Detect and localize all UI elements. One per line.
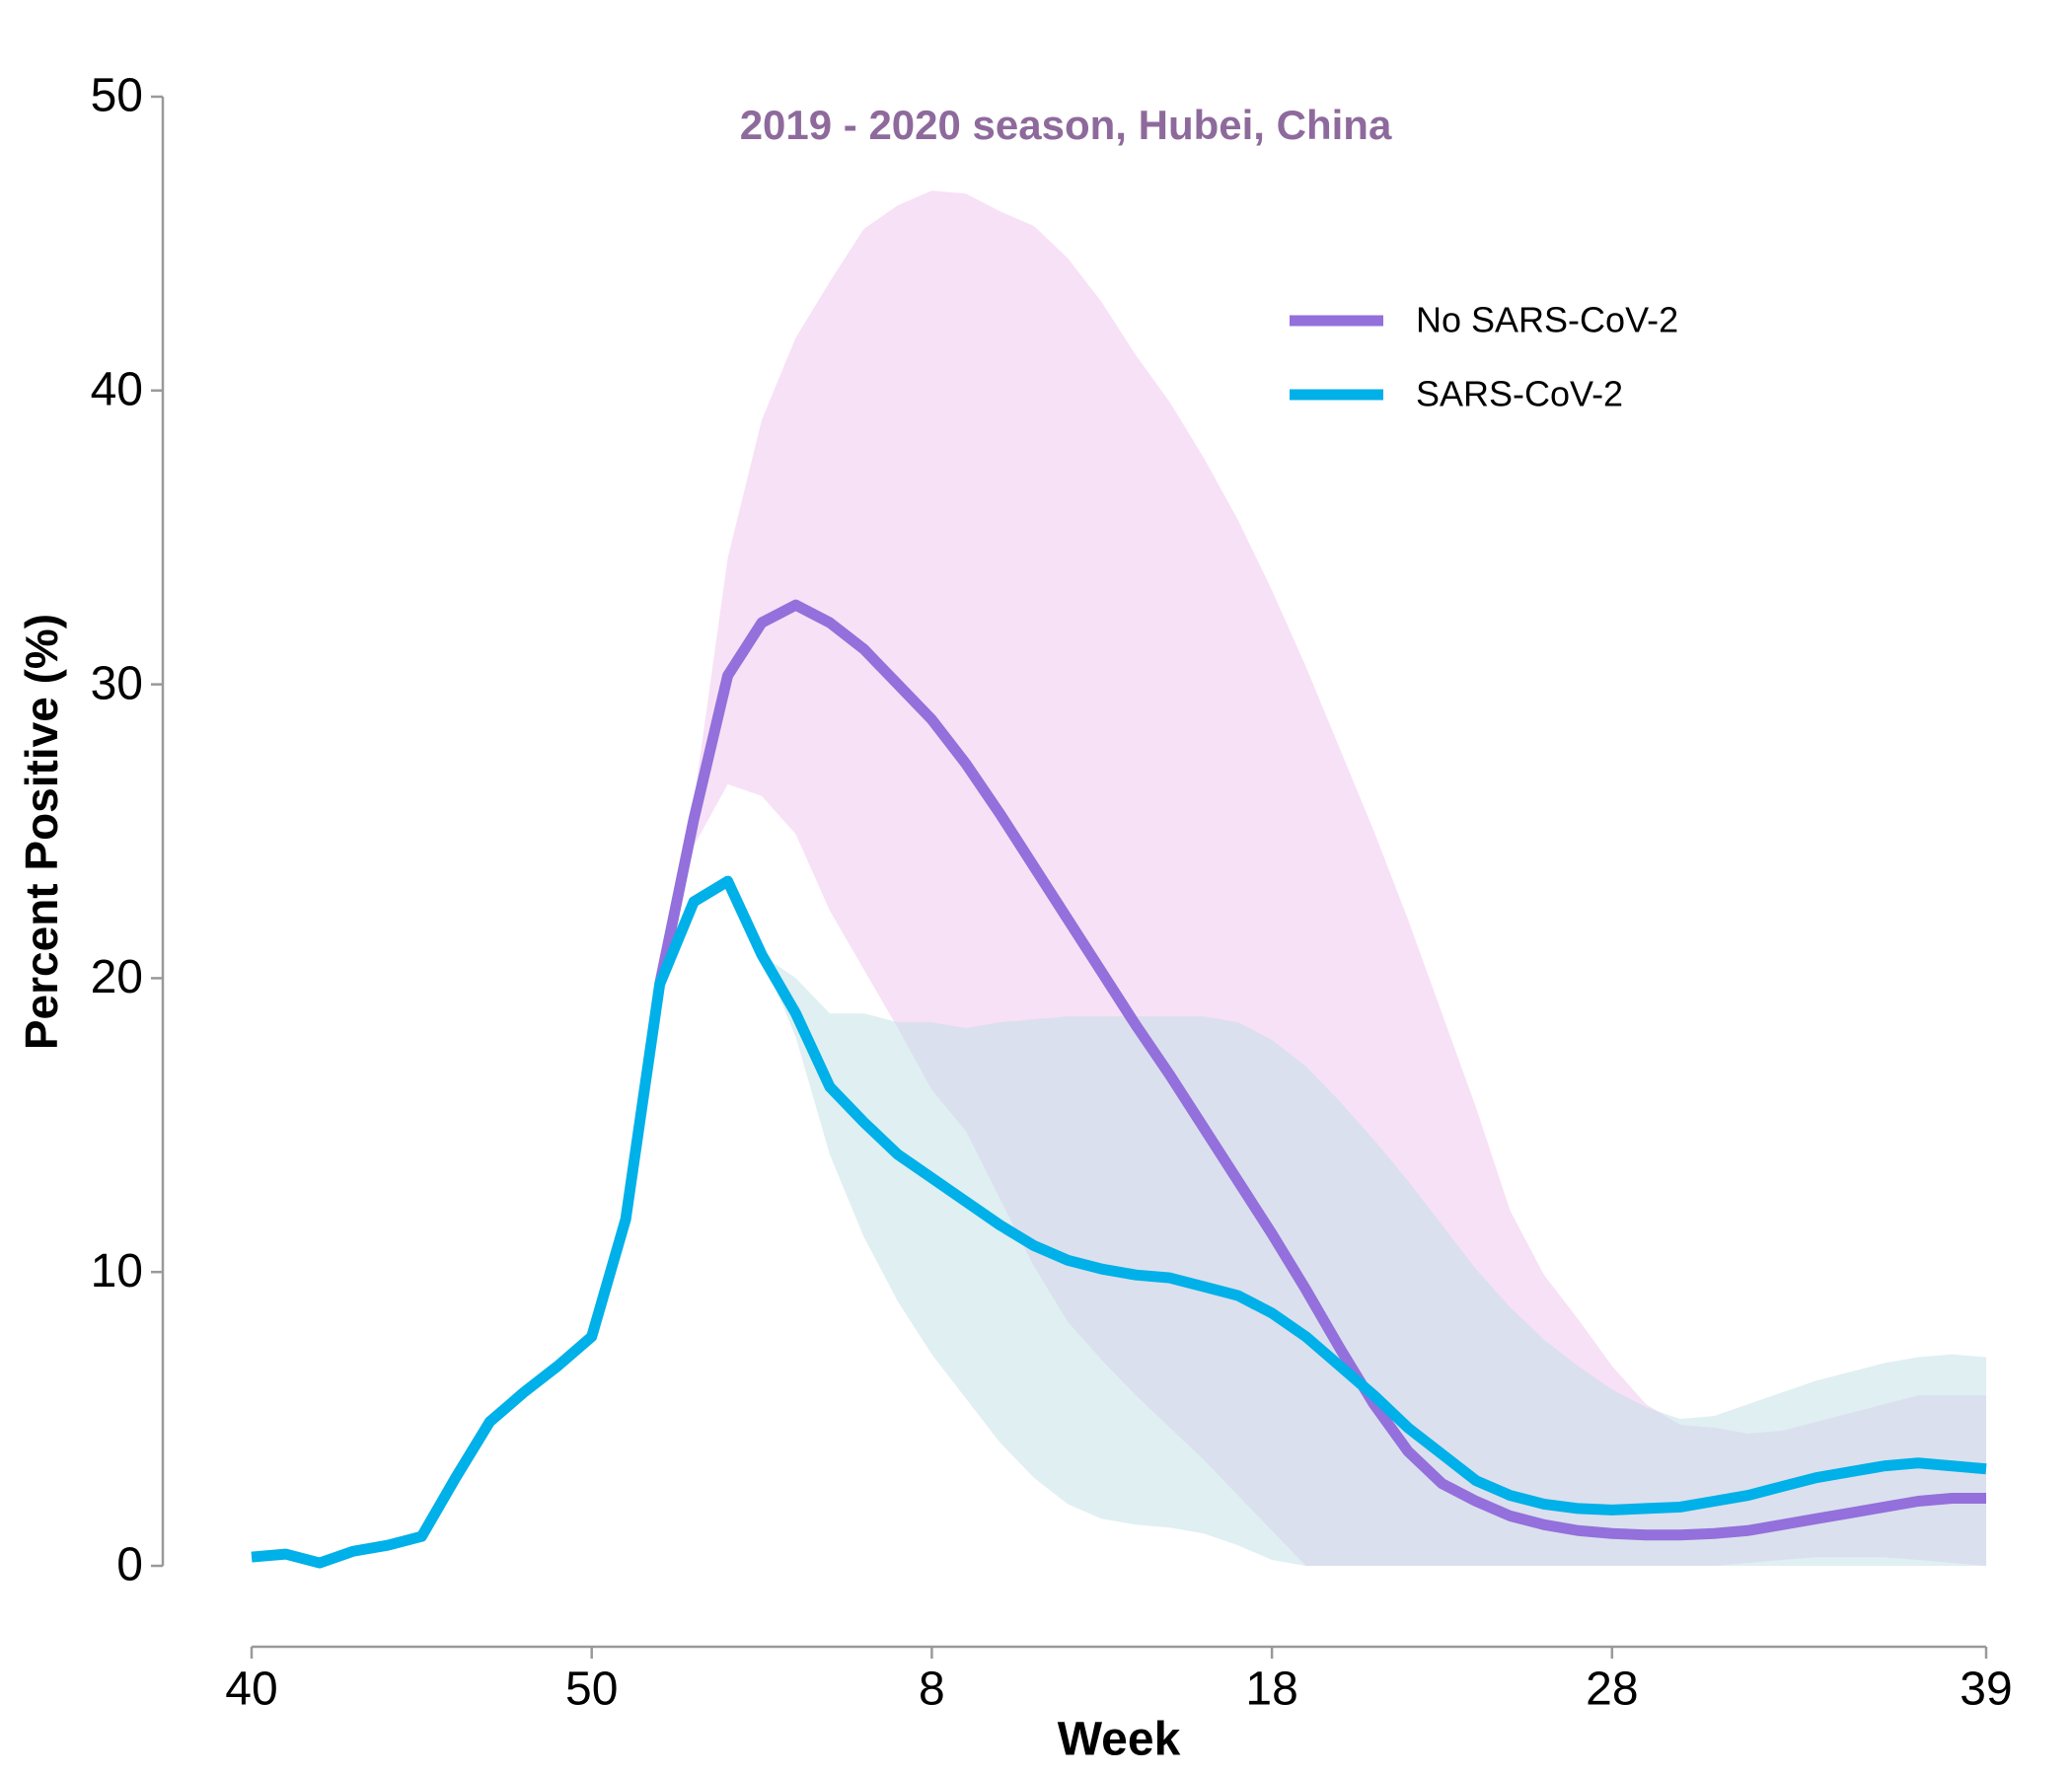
series-line	[654, 599, 1986, 1541]
x-tick-label: 40	[225, 1664, 277, 1716]
x-tick-label: 39	[1960, 1664, 2012, 1716]
x-tick-label: 50	[565, 1664, 618, 1716]
y-tick-label: 20	[91, 951, 143, 1003]
legend-label: SARS-CoV-2	[1416, 374, 1623, 414]
y-tick-label: 40	[91, 363, 143, 415]
series-line	[251, 875, 1987, 1569]
confidence-band	[659, 881, 1987, 1566]
x-axis-title: Week	[1058, 1714, 1181, 1766]
y-axis-title: Percent Positive (%)	[16, 614, 67, 1050]
bands	[659, 190, 1987, 1566]
chart-title: 2019 - 2020 season, Hubei, China	[740, 102, 1392, 148]
x-tick-label: 28	[1586, 1664, 1638, 1716]
y-tick-label: 0	[116, 1539, 143, 1591]
y-tick-label: 30	[91, 657, 143, 709]
lines	[251, 599, 1987, 1569]
y-tick-label: 10	[91, 1245, 143, 1297]
confidence-band	[659, 190, 1987, 1566]
y-tick-label: 50	[91, 70, 143, 122]
x-tick-label: 18	[1245, 1664, 1297, 1716]
legend-label: No SARS-CoV-2	[1416, 300, 1678, 340]
x-tick-label: 8	[919, 1664, 945, 1716]
